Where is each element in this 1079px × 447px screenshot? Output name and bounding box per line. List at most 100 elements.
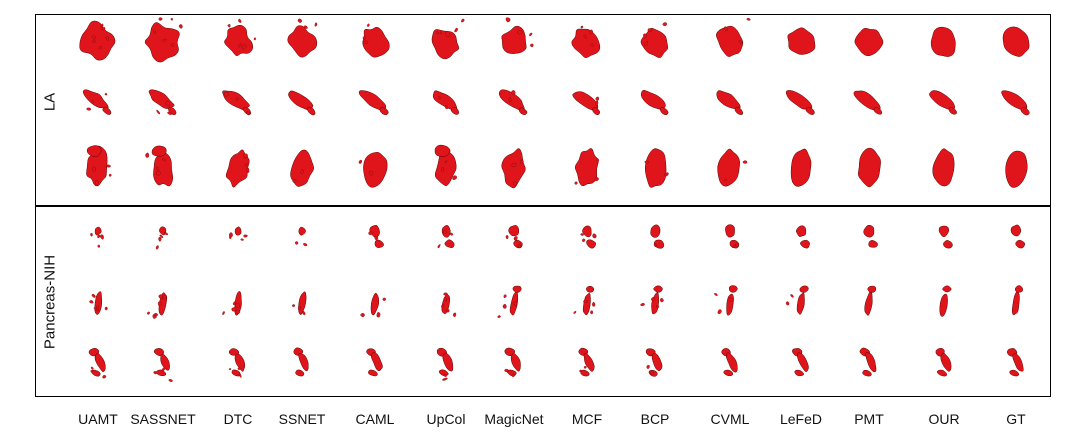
la-fragment: [108, 173, 112, 177]
la-fragment: [517, 29, 523, 35]
la-fragment: [643, 33, 647, 38]
la-fragment: [358, 159, 363, 164]
pancreas-seg-row3-tail: [862, 369, 872, 377]
la-seg-row1: [287, 25, 318, 58]
pancreas-fragment: [650, 370, 654, 375]
pancreas-seg-row3-tail: [794, 369, 805, 377]
la-seg-row1: [501, 25, 527, 54]
la-fragment: [158, 17, 163, 21]
la-seg-row1: [144, 22, 180, 63]
pancreas-fragment: [382, 297, 386, 301]
pancreas-seg-row3-body: [234, 353, 246, 372]
la-fragment: [106, 164, 111, 168]
la-fragment: [583, 34, 587, 39]
la-fragment: [511, 162, 517, 168]
la-fragment: [297, 18, 302, 23]
pancreas-fragment: [583, 299, 588, 304]
pancreas-fragment: [513, 301, 518, 306]
la-fragment: [303, 25, 308, 29]
pancreas-seg-row1-lower: [513, 239, 523, 249]
pancreas-seg-row2: [796, 292, 805, 315]
la-fragment: [529, 32, 533, 37]
la-fragment: [244, 163, 249, 167]
pancreas-fragment: [229, 232, 233, 238]
la-seg-row2-tail: [306, 107, 316, 116]
pancreas-fragment: [360, 313, 365, 317]
pancreas-seg-row3-body: [583, 352, 595, 372]
pancreas-fragment: [443, 297, 447, 302]
la-seg-row2: [148, 89, 175, 109]
pancreas-seg-row3-body: [865, 352, 877, 373]
la-fragment: [162, 158, 166, 162]
la-fragment: [153, 30, 156, 34]
la-panel: [35, 14, 1051, 206]
la-fragment: [227, 24, 231, 28]
pancreas-seg-row3-body: [940, 352, 952, 372]
la-fragment: [105, 35, 109, 41]
la-seg-row3: [153, 152, 174, 187]
method-label: SASSNET: [130, 411, 196, 427]
pancreas-seg-row1-lower: [1015, 239, 1026, 249]
pancreas-seg-row1-lower: [943, 240, 953, 249]
la-seg-row2: [785, 90, 813, 110]
pancreas-fragment: [592, 233, 597, 239]
pancreas-fragment: [731, 245, 737, 248]
pancreas-fragment: [580, 233, 584, 236]
la-fragment: [86, 107, 92, 111]
pancreas-fragment: [237, 367, 241, 371]
pancreas-fragment: [592, 302, 596, 307]
la-fragment: [742, 160, 748, 164]
la-seg-row2-tail: [948, 107, 957, 115]
la-fragment: [162, 38, 167, 42]
la-fragment: [242, 153, 248, 158]
pancreas-fragment: [651, 297, 655, 301]
la-fragment: [439, 31, 442, 35]
pancreas-seg-row2-top: [867, 285, 877, 293]
pancreas-seg-row3-body: [725, 352, 738, 373]
la-fragment: [292, 179, 297, 183]
method-label: UAMT: [78, 411, 118, 427]
la-fragment: [454, 27, 458, 33]
pancreas-fragment: [235, 309, 241, 314]
la-fragment: [452, 175, 458, 180]
pancreas-seg-row3-tail: [156, 369, 167, 377]
la-fragment: [145, 152, 150, 158]
pancreas-seg-row2: [939, 293, 948, 317]
pancreas-fragment: [228, 368, 232, 371]
pancreas-fragment: [646, 364, 650, 369]
pancreas-seg-row2-top: [728, 285, 738, 293]
la-fragment: [664, 172, 669, 177]
pancreas-seg-row2-top: [1014, 285, 1023, 293]
la-seg-row3: [717, 148, 740, 187]
la-fragment: [253, 37, 256, 41]
la-fragment: [445, 31, 451, 37]
pancreas-fragment: [89, 300, 94, 304]
la-fragment: [438, 96, 441, 99]
pancreas-fragment: [443, 373, 447, 377]
la-fragment: [724, 26, 728, 32]
method-label: LeFeD: [779, 411, 823, 427]
method-label: UpCol: [426, 411, 466, 427]
la-seg-row2-tail: [518, 107, 528, 115]
pancreas-fragment: [232, 301, 237, 306]
pancreas-fragment: [785, 301, 790, 306]
pancreas-seg-row1: [725, 224, 735, 238]
la-fragment: [738, 40, 743, 44]
la-fragment: [505, 17, 511, 23]
pancreas-seg-row1: [1010, 224, 1022, 237]
la-fragment: [441, 167, 445, 172]
pancreas-fragment: [497, 315, 501, 318]
pancreas-fragment: [654, 244, 657, 247]
la-fragment: [167, 111, 172, 115]
la-fragment: [224, 91, 229, 97]
la-seg-row3-top: [86, 145, 102, 158]
pancreas-fragment: [443, 230, 447, 234]
la-seg-row3-top: [434, 144, 451, 157]
la-fragment: [246, 167, 250, 173]
la-seg-row3: [644, 148, 667, 188]
pancreas-fragment: [590, 310, 593, 315]
la-seg-row2: [288, 90, 314, 111]
pancreas-fragment: [162, 295, 167, 300]
